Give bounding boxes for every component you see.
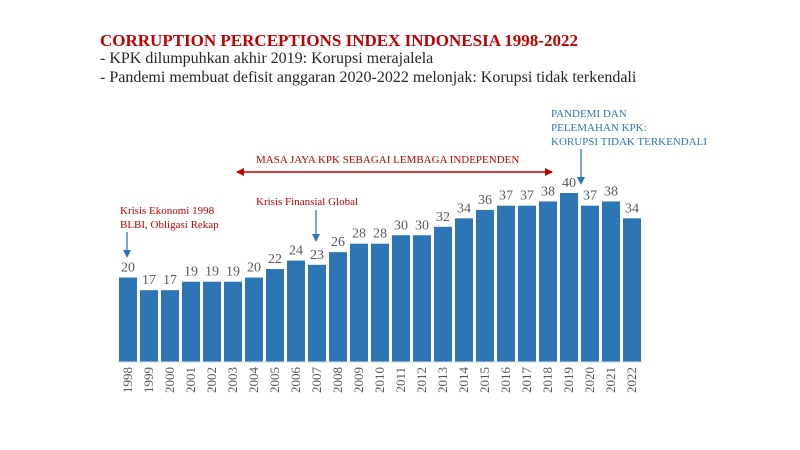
- annotation-krisis-global: Krisis Finansial Global: [256, 196, 358, 208]
- value-label-2020: 37: [583, 189, 597, 204]
- value-label-2012: 30: [415, 218, 429, 233]
- value-label-2005: 22: [268, 252, 282, 267]
- x-tick-label-2011: 2011: [393, 367, 408, 393]
- value-label-2000: 17: [163, 273, 177, 288]
- value-label-2003: 19: [226, 265, 240, 280]
- bar-1999: [140, 290, 158, 362]
- bar-2011: [392, 235, 410, 362]
- x-tick-label-2002: 2002: [204, 367, 219, 393]
- x-tick-label-2020: 2020: [582, 367, 597, 393]
- x-tick-label-2006: 2006: [288, 367, 303, 394]
- x-tick-label-2000: 2000: [162, 367, 177, 393]
- x-tick-label-2017: 2017: [519, 367, 534, 394]
- bar-2022: [623, 218, 641, 362]
- x-tick-label-2004: 2004: [246, 367, 261, 394]
- x-tick-label-2008: 2008: [330, 367, 345, 393]
- bar-2019: [560, 193, 578, 362]
- subtitle-line-1: - KPK dilumpuhkan akhir 2019: Korupsi me…: [100, 50, 433, 67]
- bar-2013: [434, 226, 452, 362]
- bar-2006: [287, 260, 305, 362]
- x-tick-label-2019: 2019: [561, 367, 576, 393]
- value-label-2014: 34: [457, 201, 471, 216]
- annotation-pandemi-line3: KORUPSI TIDAK TERKENDALI: [551, 136, 707, 148]
- x-tick-label-2013: 2013: [435, 367, 450, 393]
- value-label-2022: 34: [625, 201, 639, 216]
- subtitle-line-2: - Pandemi membuat defisit anggaran 2020-…: [100, 69, 637, 86]
- x-axis-tick-labels: 1998 1999 2000 2001 2002 2003 2004 2005 2006 2007…: [120, 367, 639, 394]
- x-tick-label-2018: 2018: [540, 367, 555, 393]
- annotation-masa-jaya: MASA JAYA KPK SEBAGAI LEMBAGA INDEPENDEN: [256, 154, 519, 166]
- value-label-2015: 36: [478, 193, 492, 208]
- x-tick-label-2009: 2009: [351, 367, 366, 393]
- bar-2008: [329, 252, 347, 362]
- x-tick-label-1999: 1999: [141, 367, 156, 393]
- bar-2003: [224, 281, 242, 362]
- bar-2001: [182, 281, 200, 362]
- bar-2007: [308, 264, 326, 362]
- value-label-2021: 38: [604, 184, 618, 199]
- x-tick-label-1998: 1998: [120, 367, 135, 393]
- bar-2020: [581, 205, 599, 362]
- bar-2010: [371, 243, 389, 362]
- bar-2005: [266, 269, 284, 362]
- x-tick-label-2014: 2014: [456, 367, 471, 394]
- value-label-2004: 20: [247, 261, 261, 276]
- bar-2014: [455, 218, 473, 362]
- value-label-2008: 26: [331, 235, 345, 250]
- value-label-2010: 28: [373, 227, 387, 242]
- x-tick-label-2010: 2010: [372, 367, 387, 393]
- bar-1998: [119, 277, 137, 362]
- value-label-2006: 24: [289, 244, 303, 259]
- annotation-krisis-1998-line2: BLBI, Obligasi Rekap: [120, 219, 219, 231]
- value-label-2007: 23: [310, 248, 324, 263]
- value-label-2019: 40: [562, 176, 576, 191]
- value-label-2018: 38: [541, 184, 555, 199]
- bar-2018: [539, 201, 557, 362]
- value-label-2002: 19: [205, 265, 219, 280]
- chart-title: CORRUPTION PERCEPTIONS INDEX INDONESIA 1…: [100, 31, 578, 50]
- value-label-2011: 30: [394, 218, 408, 233]
- bar-2015: [476, 209, 494, 362]
- value-label-1999: 17: [142, 273, 156, 288]
- value-label-1998: 20: [121, 261, 135, 276]
- x-tick-label-2005: 2005: [267, 367, 282, 393]
- bar-2012: [413, 235, 431, 362]
- x-tick-label-2016: 2016: [498, 367, 513, 394]
- annotation-pandemi-line2: PELEMAHAN KPK:: [551, 122, 647, 134]
- value-label-2016: 37: [499, 189, 513, 204]
- bar-2004: [245, 277, 263, 362]
- annotation-krisis-1998-line1: Krisis Ekonomi 1998: [120, 205, 215, 217]
- bar-2000: [161, 290, 179, 362]
- x-tick-label-2007: 2007: [309, 367, 324, 394]
- bar-2016: [497, 205, 515, 362]
- value-label-2001: 19: [184, 265, 198, 280]
- value-label-2013: 32: [436, 210, 450, 225]
- bar-2017: [518, 205, 536, 362]
- bar-2002: [203, 281, 221, 362]
- value-label-2017: 37: [520, 189, 534, 204]
- bar-2021: [602, 201, 620, 362]
- value-label-2009: 28: [352, 227, 366, 242]
- bar-2009: [350, 243, 368, 362]
- x-tick-label-2003: 2003: [225, 367, 240, 393]
- x-tick-label-2022: 2022: [624, 367, 639, 393]
- x-tick-label-2012: 2012: [414, 367, 429, 393]
- bar-series: [119, 193, 641, 362]
- value-labels: 20 17 17 19 19 19 20 22 24 23 26 28 28 30 30 32 34 36 37 37…: [121, 176, 639, 288]
- annotation-pandemi-line1: PANDEMI DAN: [551, 108, 627, 120]
- x-tick-label-2021: 2021: [603, 367, 618, 393]
- x-tick-label-2015: 2015: [477, 367, 492, 393]
- x-tick-label-2001: 2001: [183, 367, 198, 393]
